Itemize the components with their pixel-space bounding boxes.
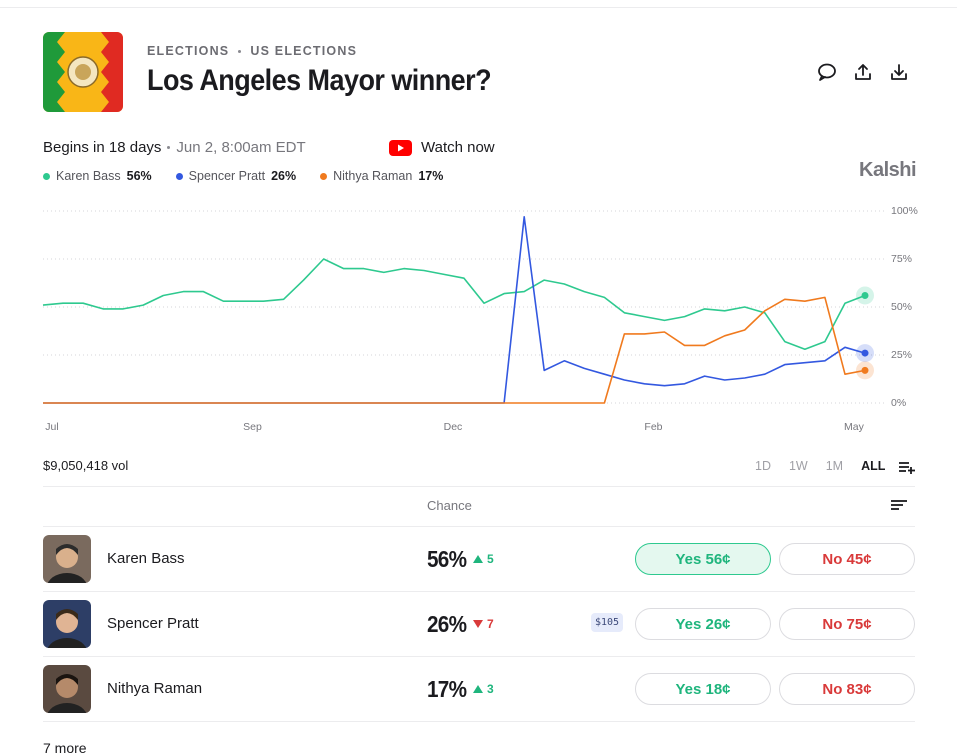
series-line <box>43 216 866 404</box>
divider <box>43 591 915 592</box>
outcome-chance: 26% <box>427 611 467 637</box>
volume-badge: $105 <box>591 613 624 632</box>
market-title: Los Angeles Mayor winner? <box>147 64 492 97</box>
end-point <box>861 291 869 299</box>
chance-change: 3 <box>473 682 494 696</box>
legend-name: Spencer Pratt <box>188 169 266 183</box>
outcome-name: Nithya Raman <box>107 680 203 697</box>
legend-value: 26% <box>271 169 297 183</box>
breadcrumb: ELECTIONS US ELECTIONS <box>147 44 357 58</box>
change-value: 5 <box>487 552 494 566</box>
price-chart: 0% 25% 50% 75% 100% Jul Sep Dec Feb May <box>42 205 918 433</box>
city-flag <box>43 32 123 112</box>
breadcrumb-item[interactable]: US ELECTIONS <box>250 44 358 58</box>
add-chart-icon[interactable] <box>898 460 916 474</box>
end-point <box>861 366 869 374</box>
change-arrow <box>473 555 483 563</box>
no-button[interactable]: No 45¢ <box>779 543 915 575</box>
avatar <box>43 600 91 648</box>
legend-item: Spencer Pratt 26% <box>175 169 297 183</box>
y-tick-label: 0% <box>891 397 906 409</box>
divider <box>43 721 915 722</box>
yes-button[interactable]: Yes 56¢ <box>635 543 771 575</box>
begins-text: Begins in 18 days <box>43 139 162 156</box>
download-icon[interactable] <box>891 64 907 80</box>
legend-value: 17% <box>418 169 444 183</box>
outcome-row[interactable]: Nithya Raman 17% 3 Yes 18¢ No 83¢ <box>43 657 915 722</box>
start-date: Jun 2, 8:00am EDT <box>176 139 306 156</box>
separator <box>238 49 242 53</box>
avatar <box>43 665 91 713</box>
legend-name: Nithya Raman <box>333 169 413 183</box>
divider <box>43 656 915 657</box>
x-tick-label: May <box>844 421 865 433</box>
volume: $9,050,418 vol <box>43 458 129 473</box>
no-button[interactable]: No 75¢ <box>779 608 915 640</box>
series-line <box>43 296 866 404</box>
divider <box>43 526 915 527</box>
comment-icon[interactable] <box>818 63 836 81</box>
change-value: 7 <box>487 617 494 631</box>
change-value: 3 <box>487 682 494 696</box>
x-tick-label: Feb <box>644 421 662 433</box>
range-button[interactable]: ALL <box>861 459 886 473</box>
show-more[interactable]: 7 more <box>43 740 87 756</box>
y-tick-label: 75% <box>891 253 912 265</box>
series-line <box>42 258 866 350</box>
youtube-icon <box>389 139 412 156</box>
outcome-row[interactable]: Spencer Pratt 26% 7 $105 Yes 26¢ No 75¢ <box>43 592 915 657</box>
separator <box>167 146 171 149</box>
schedule: Begins in 18 days Jun 2, 8:00am EDT <box>43 139 306 156</box>
y-tick-label: 25% <box>891 349 912 361</box>
share-icon[interactable] <box>855 64 871 80</box>
outcome-name: Spencer Pratt <box>107 615 199 632</box>
range-selector: 1D 1W 1M ALL <box>755 459 885 473</box>
legend-item: Nithya Raman 17% <box>320 169 443 183</box>
legend-name: Karen Bass <box>56 169 121 183</box>
outcome-chance: 17% <box>427 676 467 702</box>
legend-swatch <box>43 172 50 180</box>
sort-icon[interactable] <box>890 499 908 511</box>
brand-logo: Kalshi <box>859 159 917 181</box>
change-arrow <box>473 685 483 693</box>
yes-button[interactable]: Yes 26¢ <box>635 608 771 640</box>
y-tick-label: 100% <box>891 205 918 217</box>
no-button[interactable]: No 83¢ <box>779 673 915 705</box>
divider <box>43 486 915 487</box>
outcome-name: Karen Bass <box>107 550 185 567</box>
range-button[interactable]: 1M <box>825 459 844 473</box>
x-tick-label: Jul <box>45 421 58 433</box>
y-tick-label: 50% <box>891 301 912 313</box>
outcome-chance: 56% <box>427 546 467 572</box>
end-point <box>861 349 869 357</box>
yes-button[interactable]: Yes 18¢ <box>635 673 771 705</box>
range-button[interactable]: 1W <box>788 459 808 473</box>
avatar <box>43 535 91 583</box>
x-tick-label: Sep <box>243 421 262 433</box>
chance-change: 5 <box>473 552 494 566</box>
chance-change: 7 <box>473 617 494 631</box>
legend-swatch <box>175 172 183 180</box>
range-button[interactable]: 1D <box>755 459 771 473</box>
legend-value: 56% <box>126 169 152 183</box>
legend-item: Karen Bass 56% <box>43 169 152 183</box>
action-icons <box>818 63 907 81</box>
change-arrow <box>473 620 483 628</box>
outcome-row[interactable]: Karen Bass 56% 5 Yes 56¢ No 45¢ <box>43 527 915 592</box>
top-border <box>0 7 957 8</box>
x-tick-label: Dec <box>444 421 463 433</box>
watch-link[interactable]: Watch now <box>389 139 495 156</box>
legend-swatch <box>320 172 328 180</box>
column-header: Chance <box>427 498 472 513</box>
watch-text[interactable]: Watch now <box>421 139 495 156</box>
breadcrumb-item[interactable]: ELECTIONS <box>147 44 230 58</box>
legend: Karen Bass 56% Spencer Pratt 26% Nithya Ra… <box>43 169 443 183</box>
